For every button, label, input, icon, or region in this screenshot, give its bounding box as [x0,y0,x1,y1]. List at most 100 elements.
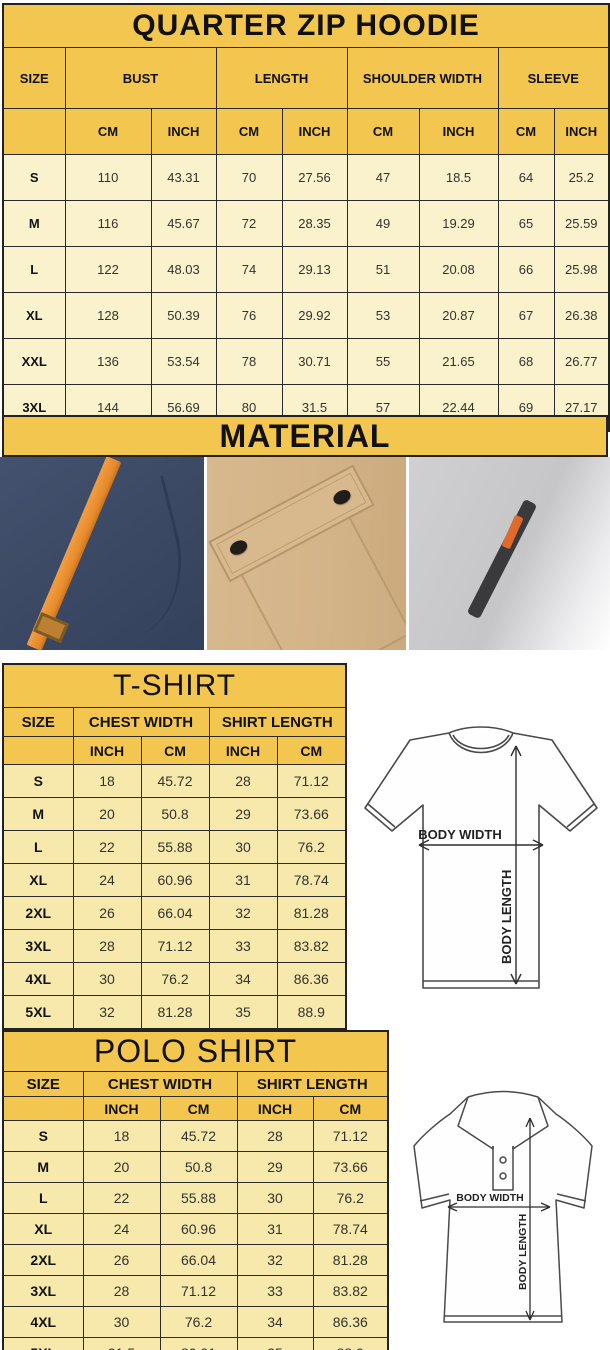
value-cell: 33 [236,1275,314,1307]
polo-table-body: S 18 45.72 28 71.12 M 20 50.8 29 73.66 L 22 55.88 30 7… [2,1120,389,1350]
unit-cell: INCH [82,1096,161,1121]
tshirt-unit-blank [2,736,74,765]
value-cell: 76.2 [312,1182,389,1214]
table-row: 4XL 30 76.2 34 86.36 [2,962,347,996]
value-cell: 43.31 [150,154,217,201]
hoodie-size-header: SIZE [2,47,66,109]
value-cell: 30.71 [281,338,348,385]
value-cell: 29 [208,797,278,831]
size-label: M [2,797,74,831]
size-label: M [2,200,66,247]
value-cell: 35 [236,1337,314,1350]
unit-cell: CM [215,108,283,155]
unit-cell: INCH [418,108,499,155]
size-label: 5XL [2,995,74,1030]
material-photos-row [0,457,610,650]
value-cell: 22 [82,1182,161,1214]
table-row: 2XL 26 66.04 32 81.28 [2,1244,389,1276]
value-cell: 18 [72,764,142,798]
value-cell: 28 [82,1275,161,1307]
value-cell: 31 [236,1213,314,1245]
value-cell: 76.2 [276,830,347,864]
size-label: 3XL [2,1275,84,1307]
value-cell: 30 [208,830,278,864]
polo-size-header: SIZE [2,1071,84,1097]
table-row: L 22 55.88 30 76.2 [2,830,347,864]
value-cell: 53.54 [150,338,217,385]
unit-cell: CM [346,108,420,155]
value-cell: 53 [346,292,420,339]
value-cell: 78 [215,338,283,385]
value-cell: 31 [208,863,278,897]
material-heading: MATERIAL [2,415,608,457]
value-cell: 29.13 [281,246,348,293]
unit-cell: CM [140,736,210,765]
polo-size-table: POLO SHIRT SIZE CHEST WIDTH SHIRT LENGTH… [2,1030,390,1350]
size-label: M [2,1151,84,1183]
value-cell: 128 [64,292,152,339]
unit-cell: CM [159,1096,238,1121]
value-cell: 20.87 [418,292,499,339]
unit-cell: CM [64,108,152,155]
polo-table-title: POLO SHIRT [2,1030,389,1072]
value-cell: 49 [346,200,420,247]
table-row: 2XL 26 66.04 32 81.28 [2,896,347,930]
value-cell: 28 [236,1120,314,1152]
value-cell: 76.2 [159,1306,238,1338]
value-cell: 30 [72,962,142,996]
table-row: M 116 45.67 72 28.35 49 19.29 65 25.59 [2,200,610,247]
unit-cell: CM [276,736,347,765]
value-cell: 88.9 [276,995,347,1030]
value-cell: 25.2 [553,154,610,201]
size-label: 2XL [2,896,74,930]
value-cell: 26.77 [553,338,610,385]
value-cell: 78.74 [312,1213,389,1245]
table-row: S 110 43.31 70 27.56 47 18.5 64 25.2 [2,154,610,201]
tshirt-table-body: S 18 45.72 28 71.12 M 20 50.8 29 73.66 L 22 55.88 30 7… [2,764,347,1030]
value-cell: 20.08 [418,246,499,293]
value-cell: 28.35 [281,200,348,247]
value-cell: 26.38 [553,292,610,339]
value-cell: 76.2 [140,962,210,996]
tshirt-length-header: SHIRT LENGTH [208,707,347,737]
value-cell: 32 [236,1244,314,1276]
value-cell: 20 [82,1151,161,1183]
value-cell: 71.12 [140,929,210,963]
value-cell: 18.5 [418,154,499,201]
value-cell: 20 [72,797,142,831]
body-length-label: BODY LENGTH [499,870,514,964]
tshirt-table-title: T-SHIRT [2,663,347,708]
value-cell: 21.65 [418,338,499,385]
unit-cell: INCH [281,108,348,155]
value-cell: 29 [236,1151,314,1183]
value-cell: 66.04 [140,896,210,930]
size-label: XXL [2,338,66,385]
table-row: S 18 45.72 28 71.12 [2,1120,389,1152]
value-cell: 71.12 [159,1275,238,1307]
value-cell: 71.12 [276,764,347,798]
value-cell: 18 [82,1120,161,1152]
value-cell: 55.88 [140,830,210,864]
value-cell: 76 [215,292,283,339]
value-cell: 24 [82,1213,161,1245]
unit-cell: INCH [553,108,610,155]
value-cell: 19.29 [418,200,499,247]
hoodie-table-body: S 110 43.31 70 27.56 47 18.5 64 25.2 M 116 45.67 72 2… [2,154,610,432]
value-cell: 80.01 [159,1337,238,1350]
hoodie-size-table: QUARTER ZIP HOODIE SIZE BUST LENGTH SHOU… [2,3,610,432]
value-cell: 81.28 [140,995,210,1030]
table-row: M 20 50.8 29 73.66 [2,1151,389,1183]
value-cell: 27.56 [281,154,348,201]
size-label: 4XL [2,1306,84,1338]
value-cell: 122 [64,246,152,293]
size-label: S [2,764,74,798]
value-cell: 28 [208,764,278,798]
material-photo-gray-zip [409,457,610,650]
value-cell: 28 [72,929,142,963]
value-cell: 31.5 [82,1337,161,1350]
value-cell: 33 [208,929,278,963]
tshirt-chest-header: CHEST WIDTH [72,707,210,737]
value-cell: 74 [215,246,283,293]
value-cell: 45.67 [150,200,217,247]
size-label: XL [2,1213,84,1245]
